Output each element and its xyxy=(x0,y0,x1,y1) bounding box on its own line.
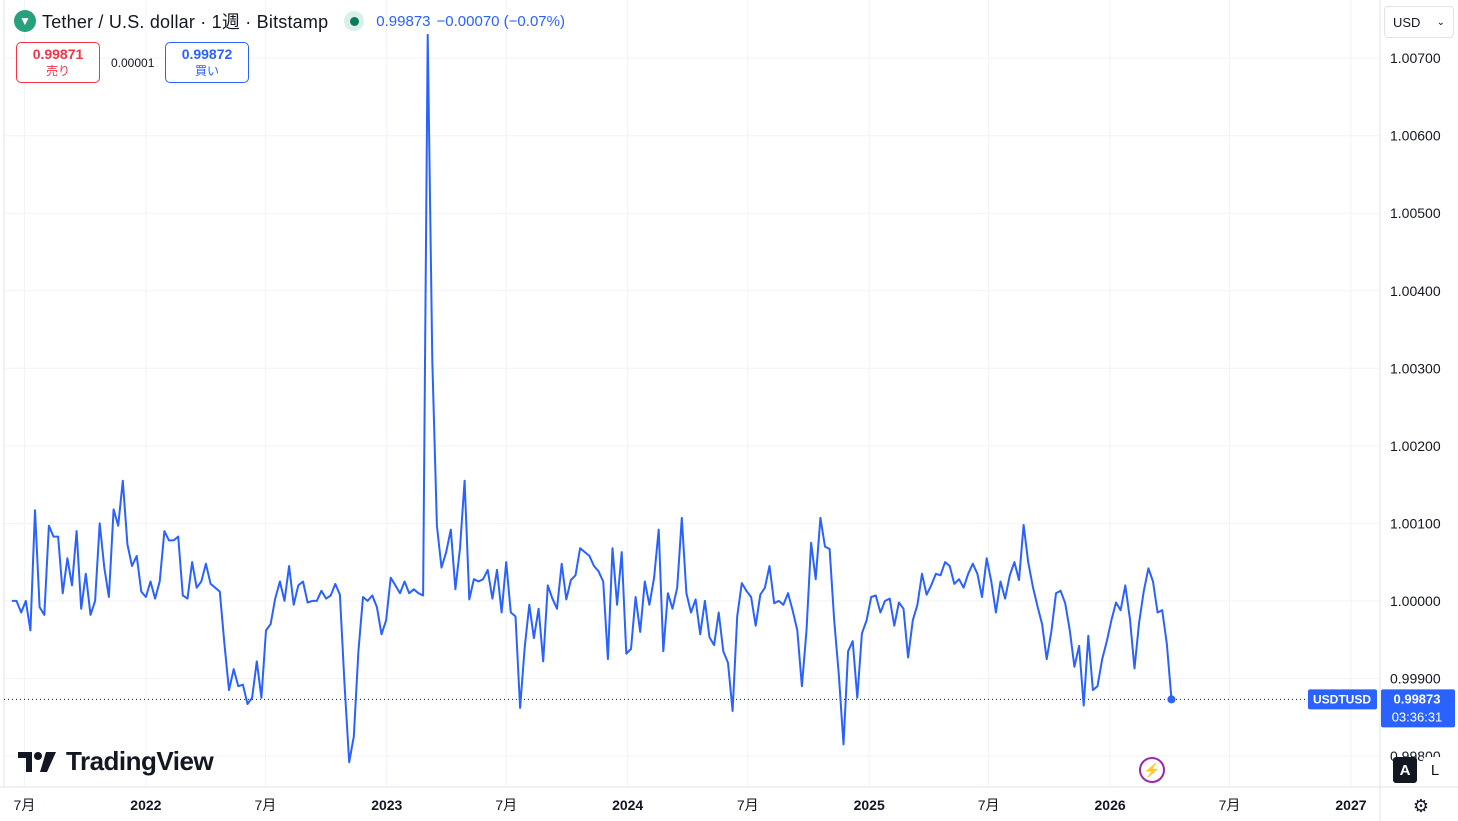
last-price-value: 0.99873 xyxy=(1394,691,1441,706)
sell-button[interactable]: 0.99871 売り xyxy=(16,42,100,83)
y-tick-label: 1.00400 xyxy=(1390,283,1441,299)
last-price-label: 0.99873 03:36:31 xyxy=(1381,689,1455,728)
tradingview-mark-icon xyxy=(18,751,56,772)
y-tick-label: 1.00500 xyxy=(1390,205,1441,221)
symbol-title[interactable]: Tether / U.S. dollar · 1週 · Bitstamp xyxy=(42,12,329,32)
x-tick-label: 7月 xyxy=(978,797,1000,813)
bar-countdown: 03:36:31 xyxy=(1392,709,1443,724)
y-tick-label: 1.00700 xyxy=(1390,50,1441,66)
buy-button[interactable]: 0.99872 買い xyxy=(165,42,249,83)
x-tick-label: 2026 xyxy=(1095,797,1126,813)
x-tick-label: 2023 xyxy=(371,797,402,813)
sell-label: 売り xyxy=(45,64,70,78)
x-tick-label: 7月 xyxy=(254,797,276,813)
brand-name: TradingView xyxy=(66,746,214,776)
x-tick-label: 2025 xyxy=(854,797,885,813)
x-tick-label: 7月 xyxy=(737,797,759,813)
symbol-tag: USDTUSD xyxy=(1308,689,1377,710)
series-line xyxy=(11,33,1173,764)
currency-select[interactable]: USD ⌄ xyxy=(1384,6,1454,38)
x-tick-label: 2027 xyxy=(1335,797,1366,813)
y-tick-label: 1.00100 xyxy=(1390,515,1441,531)
time-axis[interactable]: 7月 2022 7月 2023 7月 2024 7月 2025 7月 2026 7月 2027 xyxy=(14,797,1367,813)
buy-label: 買い xyxy=(194,64,219,78)
market-open-dot-icon[interactable] xyxy=(344,11,365,31)
y-tick-label: 1.00000 xyxy=(1390,593,1441,609)
x-tick-label: 7月 xyxy=(495,797,517,813)
x-tick-label: 7月 xyxy=(14,797,36,813)
last-price-point xyxy=(1167,695,1176,704)
currency-value: USD xyxy=(1393,14,1421,30)
grid-lines xyxy=(4,0,1380,787)
flash-icon[interactable]: ⚡ xyxy=(1139,757,1165,783)
x-tick-label: 7月 xyxy=(1219,797,1241,813)
gear-icon[interactable]: ⚙ xyxy=(1412,795,1430,816)
symbol-header[interactable]: ▼ Tether / U.S. dollar · 1週 · Bitstamp 0… xyxy=(14,8,565,34)
tradingview-logo[interactable]: TradingView xyxy=(18,746,214,777)
symbol-tag-label: USDTUSD xyxy=(1313,692,1371,706)
y-tick-label: 1.00600 xyxy=(1390,128,1441,144)
spread-value: 0.00001 xyxy=(111,56,155,70)
x-tick-label: 2022 xyxy=(130,797,161,813)
y-tick-label: 1.00300 xyxy=(1390,360,1441,376)
sell-price: 0.99871 xyxy=(32,46,84,62)
log-scale-button[interactable]: L xyxy=(1423,757,1447,783)
chevron-down-icon: ⌄ xyxy=(1436,16,1445,28)
y-tick-label: 0.99900 xyxy=(1390,670,1441,686)
tether-logo-icon: ▼ xyxy=(14,10,36,32)
header-price: 0.99873 xyxy=(376,12,431,30)
y-tick-label: 1.00200 xyxy=(1390,438,1441,454)
auto-scale-button[interactable]: A xyxy=(1393,757,1417,783)
header-change: −0.00070 (−0.07%) xyxy=(436,12,565,30)
buy-price: 0.99872 xyxy=(181,46,233,62)
x-tick-label: 2024 xyxy=(612,797,643,813)
